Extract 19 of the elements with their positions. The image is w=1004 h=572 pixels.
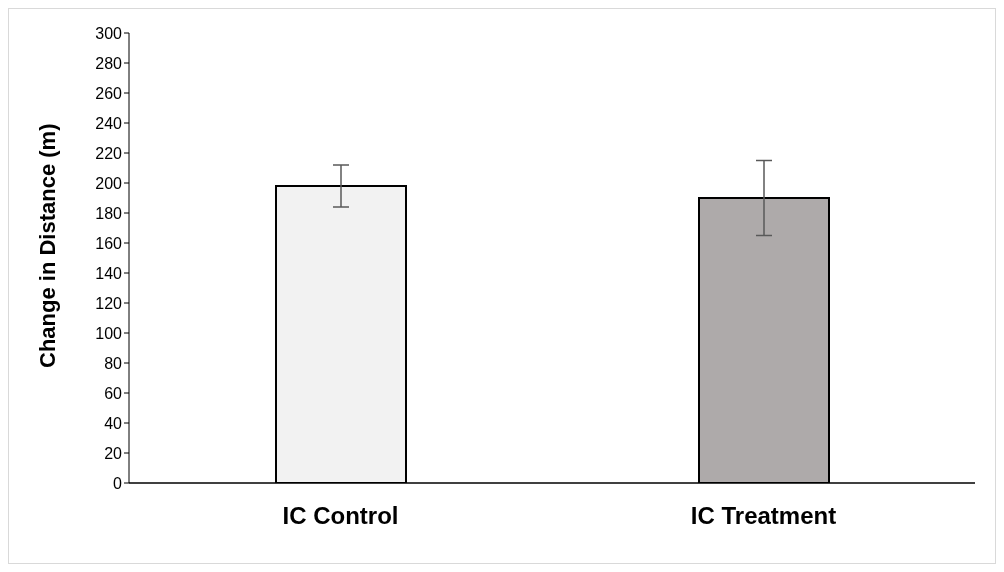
x-tick-label: IC Treatment (690, 502, 837, 530)
y-tick-label: 140 (95, 264, 123, 282)
y-tick-label: 200 (95, 174, 123, 192)
y-tick-label: 60 (104, 384, 123, 402)
y-tick-label: 180 (95, 204, 123, 222)
y-tick-label: 240 (95, 114, 123, 132)
y-tick-label: 280 (95, 54, 123, 72)
y-axis-title: Change in Distance (m) (34, 123, 60, 368)
y-tick-label: 260 (95, 84, 123, 102)
y-tick-label: 40 (104, 414, 123, 432)
y-tick-label: 120 (95, 294, 123, 312)
y-tick-label: 220 (95, 144, 123, 162)
y-tick-label: 80 (104, 354, 123, 372)
y-tick-label: 0 (113, 474, 123, 492)
x-tick-label: IC Control (282, 502, 399, 530)
y-tick-label: 160 (95, 234, 123, 252)
y-tick-label: 20 (104, 444, 123, 462)
y-tick-label: 100 (95, 324, 123, 342)
y-tick-label: 300 (95, 24, 123, 42)
